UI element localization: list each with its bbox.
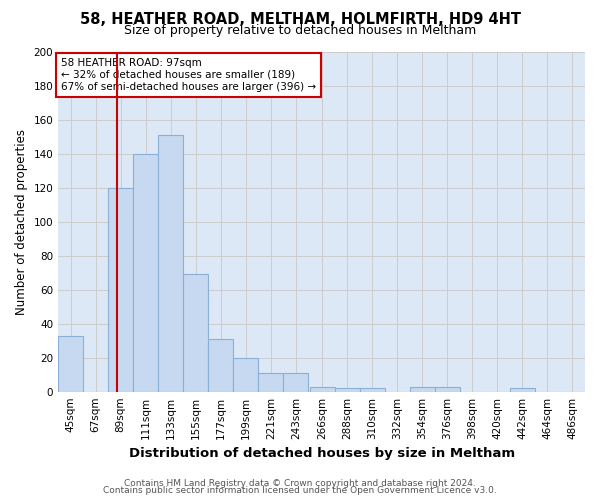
Bar xyxy=(184,274,208,392)
Bar xyxy=(208,339,233,392)
Bar xyxy=(58,336,83,392)
Text: Contains public sector information licensed under the Open Government Licence v3: Contains public sector information licen… xyxy=(103,486,497,495)
Bar xyxy=(310,386,335,392)
Bar xyxy=(360,388,385,392)
Bar xyxy=(435,386,460,392)
X-axis label: Distribution of detached houses by size in Meltham: Distribution of detached houses by size … xyxy=(128,447,515,460)
Bar xyxy=(158,135,184,392)
Bar xyxy=(108,188,133,392)
Text: Contains HM Land Registry data © Crown copyright and database right 2024.: Contains HM Land Registry data © Crown c… xyxy=(124,478,476,488)
Text: 58, HEATHER ROAD, MELTHAM, HOLMFIRTH, HD9 4HT: 58, HEATHER ROAD, MELTHAM, HOLMFIRTH, HD… xyxy=(79,12,521,28)
Bar xyxy=(133,154,158,392)
Bar xyxy=(510,388,535,392)
Y-axis label: Number of detached properties: Number of detached properties xyxy=(15,128,28,314)
Bar xyxy=(259,373,283,392)
Bar xyxy=(283,373,308,392)
Bar xyxy=(410,386,435,392)
Bar xyxy=(233,358,259,392)
Bar xyxy=(335,388,360,392)
Text: Size of property relative to detached houses in Meltham: Size of property relative to detached ho… xyxy=(124,24,476,37)
Text: 58 HEATHER ROAD: 97sqm
← 32% of detached houses are smaller (189)
67% of semi-de: 58 HEATHER ROAD: 97sqm ← 32% of detached… xyxy=(61,58,316,92)
